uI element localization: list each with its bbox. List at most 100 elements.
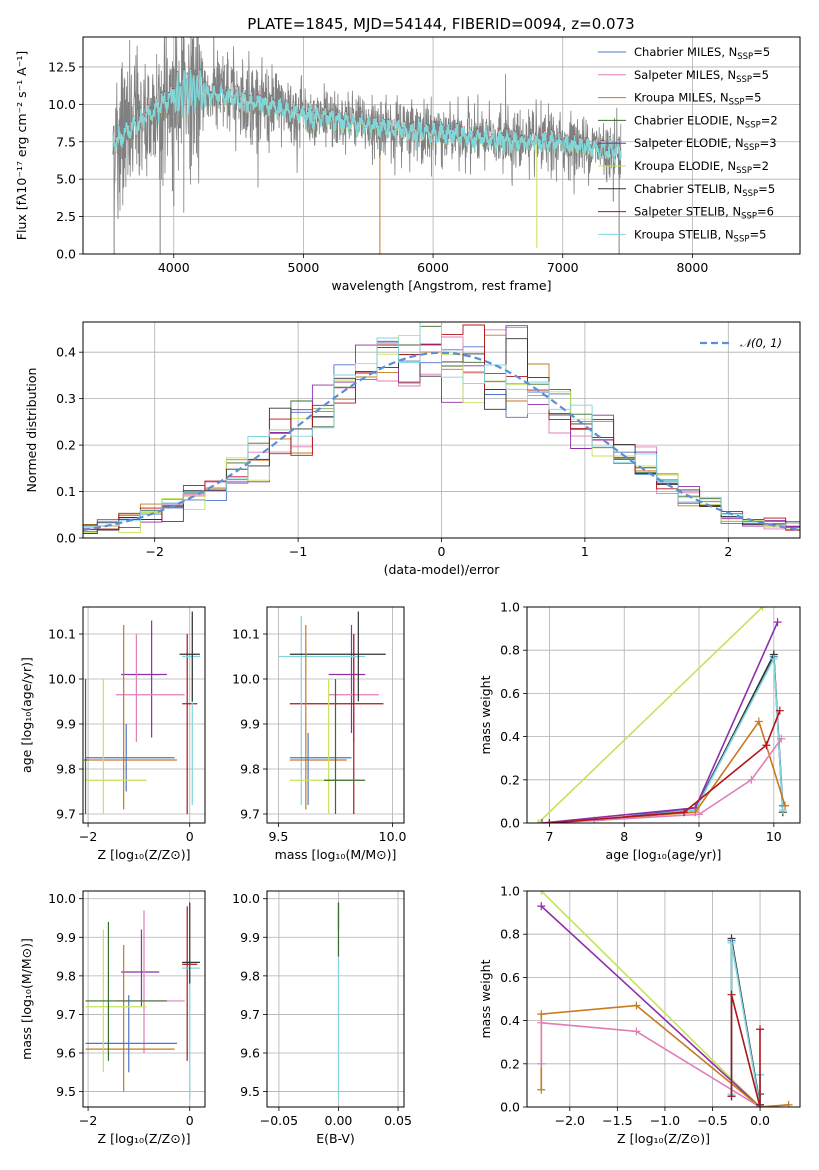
legend-entry: Chabrier MILES, NSSP=5 bbox=[634, 45, 770, 62]
mass-weight-marker bbox=[537, 902, 546, 911]
x-tick-label: 10.0 bbox=[379, 829, 407, 844]
y-tick-label: 0.4 bbox=[500, 729, 520, 744]
legend-equals: = bbox=[752, 68, 762, 82]
y-tick-label: 9.6 bbox=[56, 1046, 76, 1061]
y-tick-label: 9.8 bbox=[56, 968, 76, 983]
axes-frame bbox=[82, 321, 801, 539]
mass-weight-marker bbox=[775, 706, 784, 715]
mass-weight-marker bbox=[537, 1059, 546, 1068]
legend-model-name: Chabrier MILES bbox=[634, 45, 721, 59]
y-tick-label: 10.1 bbox=[232, 627, 260, 642]
x-axis-label: wavelength [Angstrom, rest frame] bbox=[331, 278, 551, 293]
y-tick-label: 0.0 bbox=[56, 247, 76, 262]
x-axis-label: (data-model)/error bbox=[384, 562, 501, 577]
y-tick-label: 9.7 bbox=[240, 807, 260, 822]
legend-model-name: Kroupa ELODIE bbox=[634, 159, 720, 173]
legend-nssp-value: 3 bbox=[769, 136, 776, 150]
legend-equals: = bbox=[753, 45, 763, 59]
massweight-vs-age-panel: 7 8 9 10 0.0 0.2 0.4 0.6 0.8 1.0 age [log₁₀(age/yr… bbox=[478, 600, 801, 862]
x-tick-label: 5000 bbox=[288, 260, 320, 275]
x-tick-label: 2 bbox=[724, 544, 732, 559]
mass-weight-marker bbox=[537, 1085, 546, 1094]
axes-frame bbox=[82, 36, 801, 255]
legend-separator: , bbox=[725, 205, 732, 219]
mass-weight-marker bbox=[695, 810, 704, 819]
x-axis-label: age [log₁₀(age/yr)] bbox=[606, 847, 722, 862]
mass-weight-marker bbox=[784, 1100, 793, 1107]
legend-model-name: Salpeter ELODIE bbox=[634, 136, 728, 150]
mass-weight-series-line bbox=[594, 655, 784, 822]
y-tick-label: 9.8 bbox=[240, 968, 260, 983]
axes-frame bbox=[266, 890, 405, 1108]
legend-entry: Kroupa MILES, NSSP=5 bbox=[634, 91, 761, 108]
x-axis-label: Z [log₁₀(Z/Z⊙)] bbox=[98, 847, 191, 862]
mass-vs-ebv-panel: −0.05 0.00 0.05 9.5 9.6 9.7 9.8 9.9 10.0 E(B-V) bbox=[232, 890, 412, 1146]
x-tick-label: 0 bbox=[186, 1113, 194, 1128]
legend-nssp-prefix: N bbox=[727, 68, 736, 82]
massweight-vs-age-plot-area bbox=[534, 607, 790, 823]
legend-nssp-value: 2 bbox=[762, 159, 769, 173]
legend-entry: Kroupa ELODIE, NSSP=2 bbox=[634, 159, 769, 176]
x-tick-label: 0.0 bbox=[750, 1113, 770, 1128]
y-tick-label: 10.0 bbox=[232, 891, 260, 906]
mass-weight-series-line bbox=[540, 891, 761, 1107]
legend-equals: = bbox=[758, 182, 768, 196]
legend-separator: , bbox=[729, 113, 736, 127]
y-tick-label: 0.2 bbox=[500, 772, 520, 787]
x-tick-label: −2 bbox=[79, 829, 97, 844]
y-tick-label: 9.5 bbox=[240, 1084, 260, 1099]
mass-weight-series-line bbox=[594, 651, 784, 822]
y-tick-label: 0.2 bbox=[56, 438, 76, 453]
x-tick-label: −2.0 bbox=[555, 1113, 585, 1128]
mass-weight-marker bbox=[756, 1025, 765, 1034]
legend-nssp-value: 5 bbox=[754, 91, 761, 105]
legend-model-name: Salpeter STELIB bbox=[634, 205, 725, 219]
legend-nssp-prefix: N bbox=[727, 159, 736, 173]
mass-weight-marker bbox=[747, 775, 756, 784]
mass-weight-marker bbox=[756, 1103, 765, 1107]
y-tick-label: 10.0 bbox=[48, 97, 76, 112]
x-tick-label: 8000 bbox=[676, 260, 708, 275]
legend-nssp-prefix: N bbox=[725, 227, 734, 241]
legend-separator: , bbox=[721, 45, 728, 59]
legend-equals: = bbox=[752, 159, 762, 173]
axes-frame bbox=[266, 606, 405, 824]
y-tick-label: 1.0 bbox=[500, 884, 520, 899]
x-tick-label: −1.0 bbox=[650, 1113, 680, 1128]
legend-nssp-subscript: SSP bbox=[741, 212, 757, 222]
legend-nssp-subscript: SSP bbox=[736, 75, 752, 85]
x-tick-label: 6000 bbox=[417, 260, 449, 275]
x-tick-label: 0 bbox=[186, 829, 194, 844]
gaussian-legend-label: 𝒩(0, 1) bbox=[740, 336, 782, 350]
mass-weight-marker bbox=[762, 741, 771, 750]
legend-model-name: Kroupa STELIB bbox=[634, 227, 718, 241]
x-tick-label: 0.00 bbox=[325, 1113, 353, 1128]
mass-weight-marker bbox=[727, 938, 736, 947]
mass-weight-series-line bbox=[540, 1021, 761, 1107]
massweight-vs-z-panel: −2.0 −1.5 −1.0 −0.5 0.0 0.0 0.2 0.4 0.6 0.8 1.0 Z [… bbox=[478, 884, 801, 1146]
legend-equals: = bbox=[749, 227, 759, 241]
legend-nssp-prefix: N bbox=[720, 91, 729, 105]
y-tick-label: 10.1 bbox=[48, 627, 76, 642]
massweight-vs-z-plot-area bbox=[537, 891, 793, 1107]
y-tick-label: 0.0 bbox=[500, 1100, 520, 1115]
y-axis-label: mass [log₁₀(M/M⊙)] bbox=[19, 938, 34, 1060]
mass-weight-marker bbox=[632, 1001, 641, 1010]
legend-nssp-value: 5 bbox=[759, 227, 766, 241]
legend-nssp-subscript: SSP bbox=[729, 98, 745, 108]
mass-weight-marker bbox=[777, 734, 786, 743]
age-vs-mass-plot-area bbox=[278, 611, 386, 814]
residual-histogram-series bbox=[83, 322, 800, 534]
legend-nssp-value: 5 bbox=[762, 68, 769, 82]
x-tick-label: 8 bbox=[620, 829, 628, 844]
y-tick-label: 0.0 bbox=[56, 531, 76, 546]
x-tick-label: 7 bbox=[545, 829, 553, 844]
axes-frame bbox=[526, 890, 801, 1108]
y-tick-label: 0.4 bbox=[500, 1013, 520, 1028]
x-tick-label: −0.5 bbox=[697, 1113, 727, 1128]
y-tick-label: 0.4 bbox=[56, 345, 76, 360]
legend-separator: , bbox=[720, 68, 727, 82]
mass-weight-series-line bbox=[540, 905, 761, 1107]
x-tick-label: 4000 bbox=[158, 260, 190, 275]
